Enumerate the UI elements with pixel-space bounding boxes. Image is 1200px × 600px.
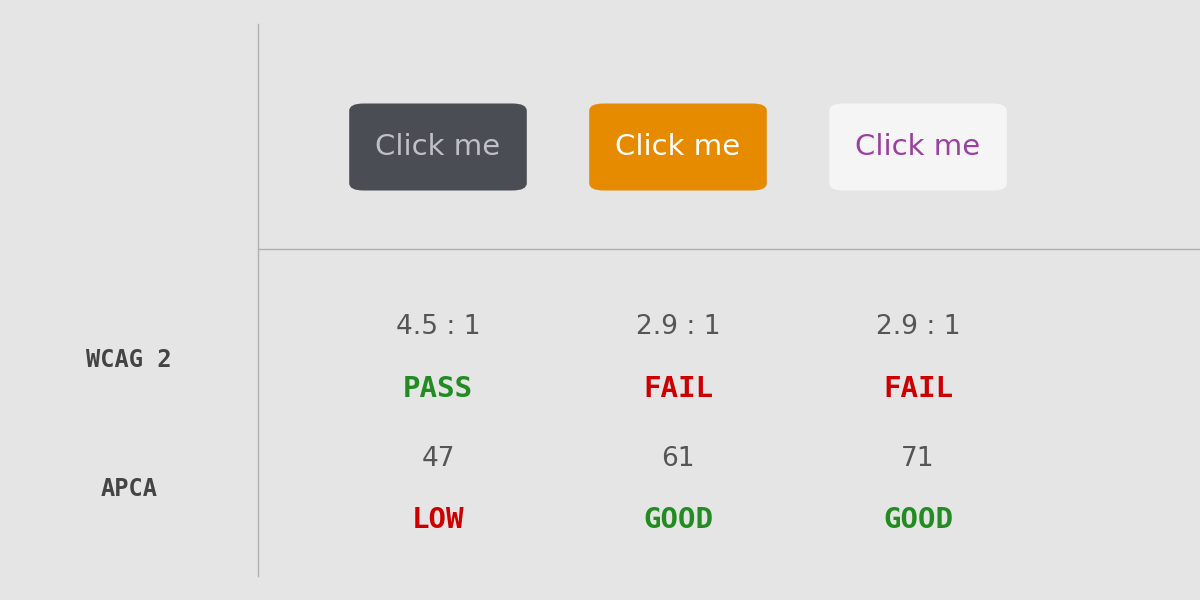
Text: Click me: Click me (616, 133, 740, 161)
Text: GOOD: GOOD (883, 506, 953, 534)
Text: WCAG 2: WCAG 2 (86, 348, 172, 372)
FancyBboxPatch shape (589, 103, 767, 191)
Text: 4.5 : 1: 4.5 : 1 (396, 314, 480, 340)
Text: FAIL: FAIL (643, 375, 713, 403)
FancyBboxPatch shape (829, 103, 1007, 191)
Text: Click me: Click me (376, 133, 500, 161)
Text: GOOD: GOOD (643, 506, 713, 534)
Text: Click me: Click me (856, 133, 980, 161)
Text: 2.9 : 1: 2.9 : 1 (876, 314, 960, 340)
Text: PASS: PASS (403, 375, 473, 403)
Text: 47: 47 (421, 446, 455, 472)
Text: APCA: APCA (101, 477, 157, 501)
Text: 71: 71 (901, 446, 935, 472)
Text: 2.9 : 1: 2.9 : 1 (636, 314, 720, 340)
Text: FAIL: FAIL (883, 375, 953, 403)
Text: LOW: LOW (412, 506, 464, 534)
Text: 61: 61 (661, 446, 695, 472)
FancyBboxPatch shape (349, 103, 527, 191)
